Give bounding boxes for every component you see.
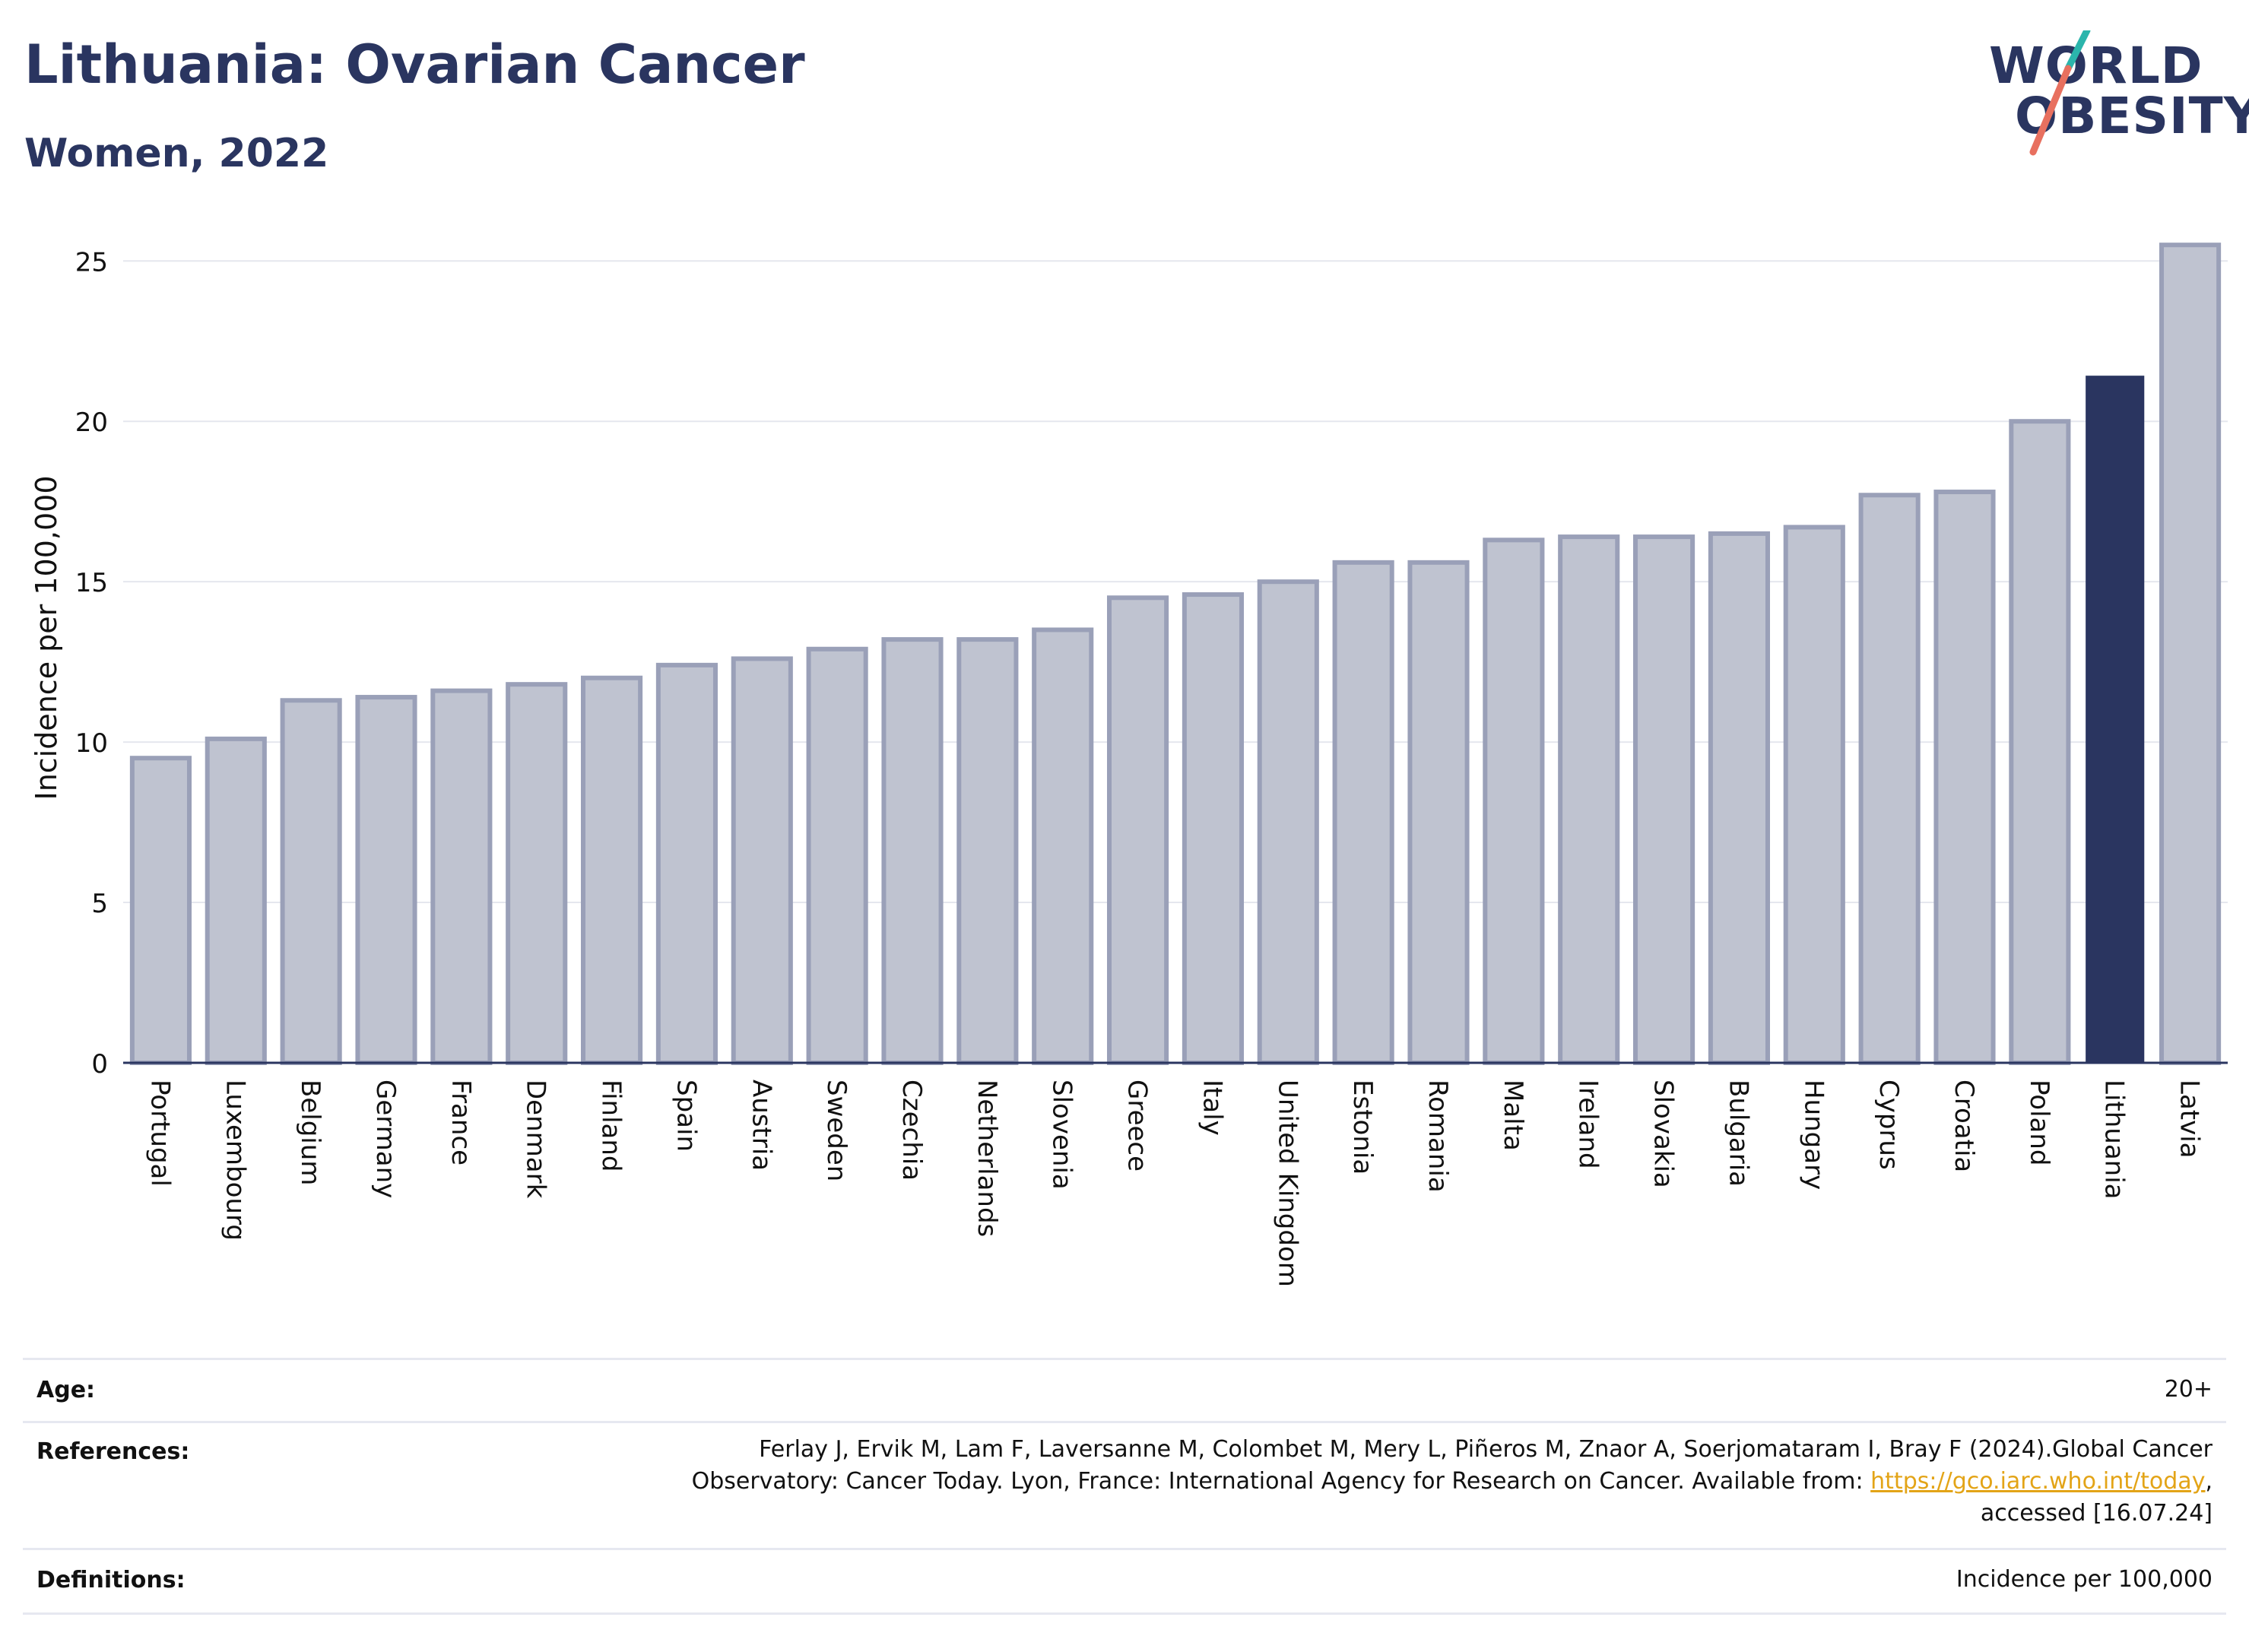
bar-romania	[1407, 560, 1470, 1065]
definitions-value: Incidence per 100,000	[1956, 1566, 2213, 1593]
bar-finland	[581, 675, 643, 1065]
bar-austria	[731, 656, 793, 1065]
bar-netherlands	[956, 637, 1019, 1065]
x-tick-label: Greece	[1122, 1080, 1153, 1172]
x-tick-label: Portugal	[144, 1080, 175, 1187]
x-tick-label: Latvia	[2174, 1080, 2205, 1159]
x-tick-label: Spain	[671, 1080, 701, 1152]
info-row-definitions: Definitions: Incidence per 100,000	[23, 1548, 2226, 1615]
y-tick-label: 5	[91, 889, 108, 919]
info-row-references: References: Ferlay J, Ervik M, Lam F, La…	[23, 1421, 2226, 1549]
x-tick-label: Germany	[370, 1080, 401, 1198]
bar-lithuania	[2086, 376, 2145, 1064]
references-line-2-end: ,	[2205, 1468, 2213, 1495]
bar-slovenia	[1032, 627, 1094, 1065]
y-tick-label: 10	[75, 728, 108, 759]
bar-greece	[1107, 595, 1169, 1065]
bar-poland	[2009, 419, 2071, 1065]
x-tick-label: Luxembourg	[220, 1080, 250, 1241]
bar-cyprus	[1858, 493, 1921, 1065]
x-tick-label: Estonia	[1347, 1080, 1378, 1175]
bar-spain	[655, 662, 718, 1065]
y-tick-labels: 0 5 10 15 20 25	[75, 247, 108, 1080]
info-table: Age: 20+ References: Ferlay J, Ervik M, …	[23, 1358, 2226, 1616]
references-label: References:	[36, 1438, 190, 1465]
definitions-label: Definitions:	[36, 1567, 186, 1593]
bar-bulgaria	[1708, 531, 1770, 1065]
bar-estonia	[1332, 560, 1394, 1065]
bar-malta	[1483, 537, 1545, 1065]
references-line-2-text: Observatory: Cancer Today. Lyon, France:…	[691, 1468, 1871, 1495]
y-tick-label: 0	[91, 1049, 108, 1080]
bar-united-kingdom	[1257, 579, 1319, 1065]
x-tick-label: Italy	[1197, 1080, 1227, 1136]
x-tick-label: Finland	[596, 1080, 626, 1172]
page-subtitle: Women, 2022	[24, 131, 329, 176]
x-tick-label: Bulgaria	[1723, 1080, 1753, 1187]
y-axis-label: Incidence per 100,000	[30, 475, 63, 800]
x-tick-labels: Portugal Luxembourg Belgium Germany France De…	[144, 1080, 2204, 1287]
bar-croatia	[1933, 490, 1996, 1065]
x-tick-label: Slovenia	[1047, 1080, 1077, 1190]
bar-hungary	[1783, 525, 1845, 1066]
logo-slash-icon	[2029, 30, 2091, 156]
x-tick-label: Slovakia	[1648, 1080, 1679, 1188]
x-tick-label: Denmark	[521, 1080, 551, 1199]
bar-france	[430, 688, 493, 1065]
bar-chart: 0 5 10 15 20 25 Portugal Luxembourg Belgium Germ…	[30, 243, 2228, 1287]
x-tick-label: Austria	[746, 1080, 776, 1171]
x-tick-label: Poland	[2024, 1080, 2054, 1166]
bar-italy	[1182, 592, 1244, 1065]
references-link[interactable]: https://gco.iarc.who.int/today	[1870, 1468, 2206, 1495]
x-tick-label: Netherlands	[972, 1080, 1002, 1237]
y-tick-label: 20	[75, 407, 108, 438]
bars	[129, 243, 2222, 1066]
logo-line-1: WORLD	[1989, 36, 2203, 95]
x-tick-label: Malta	[1498, 1080, 1528, 1151]
x-tick-label: Ireland	[1573, 1080, 1603, 1169]
references-line-2: Observatory: Cancer Today. Lyon, France:…	[388, 1466, 2213, 1498]
x-tick-label: Lithuania	[2099, 1080, 2130, 1199]
age-value: 20+	[2164, 1376, 2213, 1403]
x-tick-label: Cyprus	[1873, 1080, 1904, 1170]
bar-slovakia	[1633, 534, 1695, 1065]
bar-luxembourg	[205, 736, 267, 1065]
x-tick-label: Belgium	[295, 1080, 325, 1185]
bar-portugal	[129, 756, 192, 1065]
x-tick-label: Sweden	[821, 1080, 852, 1181]
info-row-age: Age: 20+	[23, 1358, 2226, 1422]
x-tick-label: Romania	[1423, 1080, 1453, 1193]
page-title: Lithuania: Ovarian Cancer	[24, 33, 805, 96]
y-tick-label: 25	[75, 247, 108, 277]
bar-denmark	[506, 682, 568, 1065]
bar-latvia	[2159, 243, 2222, 1065]
bar-ireland	[1558, 534, 1620, 1065]
references-text: Ferlay J, Ervik M, Lam F, Laversanne M, …	[388, 1434, 2213, 1530]
x-tick-label: Croatia	[1949, 1080, 1979, 1172]
bar-belgium	[280, 698, 342, 1066]
references-line-3: accessed [16.07.24]	[1980, 1500, 2213, 1527]
y-tick-label: 15	[75, 568, 108, 598]
x-tick-label: United Kingdom	[1272, 1080, 1302, 1287]
x-tick-label: Czechia	[896, 1080, 927, 1181]
world-obesity-logo: WORLD OBESITY	[1977, 30, 2249, 167]
x-tick-label: France	[446, 1080, 476, 1165]
x-tick-label: Hungary	[1798, 1080, 1829, 1190]
references-line-1: Ferlay J, Ervik M, Lam F, Laversanne M, …	[759, 1436, 2213, 1463]
bar-sweden	[806, 646, 868, 1065]
age-label: Age:	[36, 1377, 96, 1403]
bar-germany	[355, 695, 417, 1066]
bar-czechia	[881, 637, 944, 1065]
